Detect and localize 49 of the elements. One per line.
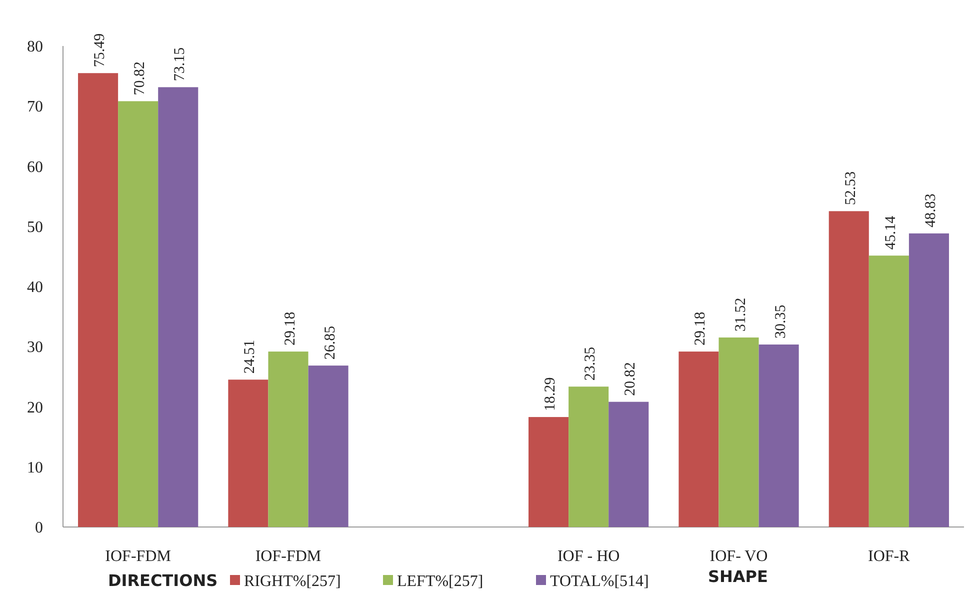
bar — [568, 386, 609, 527]
legend-label: RIGHT%[257] — [244, 573, 341, 590]
text: DIRECTIONS — [108, 571, 218, 590]
y-tick-label: 70 — [27, 98, 43, 116]
y-tick-label: 50 — [27, 218, 43, 236]
bar — [758, 344, 799, 527]
data-label: 23.35 — [582, 346, 599, 381]
bar — [908, 233, 949, 527]
data-label: 75.49 — [92, 33, 108, 68]
bar — [158, 87, 198, 527]
data-label: 45.14 — [882, 215, 899, 250]
data-label: 29.18 — [692, 312, 709, 346]
bar — [828, 211, 869, 527]
data-label: 24.51 — [242, 340, 258, 374]
data-label: 26.85 — [322, 326, 338, 360]
bar — [608, 402, 649, 527]
text: SHAPE — [708, 567, 768, 586]
x-tick-label: IOF-R — [868, 548, 910, 565]
x-tick-label: IOF-FDM — [105, 548, 171, 565]
y-tick-label: 0 — [35, 520, 43, 537]
y-tick-label: 40 — [27, 279, 43, 296]
legend-label: TOTAL%[514] — [550, 573, 649, 590]
data-label: 29.18 — [282, 312, 298, 346]
bar — [678, 352, 719, 527]
bar — [718, 337, 759, 527]
bar — [268, 352, 308, 527]
data-label: 31.52 — [732, 298, 749, 332]
bar — [868, 256, 909, 527]
data-label: 52.53 — [842, 171, 859, 206]
x-tick-label: IOF- VO — [710, 548, 768, 565]
x-tick-label: IOF - HO — [557, 548, 620, 565]
bar — [528, 417, 569, 527]
y-tick-label: 30 — [27, 339, 43, 356]
bar — [118, 101, 158, 527]
y-tick-label: 80 — [27, 38, 43, 56]
data-label: 30.35 — [772, 304, 789, 339]
y-tick-label: 10 — [27, 459, 43, 476]
legend-label: LEFT%[257] — [397, 573, 484, 590]
bar — [78, 73, 118, 527]
data-label: 18.29 — [542, 377, 559, 412]
x-tick-label: IOF-FDM — [255, 548, 322, 565]
bar — [228, 380, 268, 527]
data-label: 20.82 — [622, 362, 639, 396]
data-label: 73.15 — [172, 47, 188, 82]
data-label: 48.83 — [922, 194, 939, 228]
data-label: 70.82 — [132, 61, 148, 96]
y-tick-label: 20 — [27, 399, 43, 416]
y-tick-label: 60 — [27, 158, 43, 176]
bar — [308, 366, 348, 527]
